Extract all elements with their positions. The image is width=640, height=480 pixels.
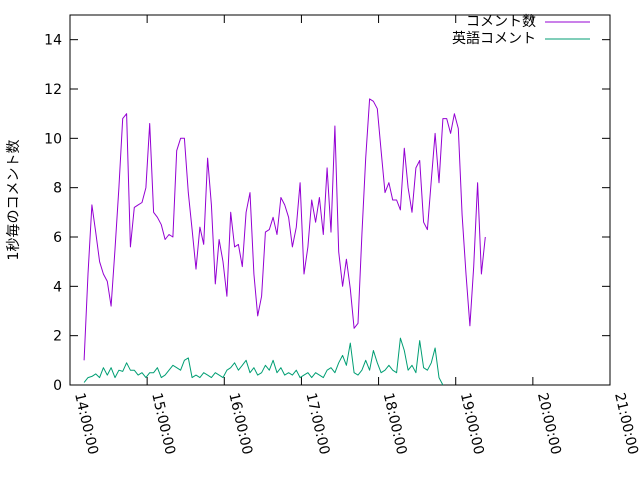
y-tick-label: 12 [44, 82, 62, 98]
legend-label-1: コメント数 [466, 14, 536, 30]
y-axis-ticks: 0 2 4 6 8 10 12 14 [44, 33, 610, 394]
x-tick-label: 16:00:00 [225, 391, 255, 456]
x-tick-label: 17:00:00 [303, 391, 333, 456]
x-tick-label: 14:00:00 [71, 391, 101, 456]
y-tick-label: 4 [53, 279, 62, 295]
legend-label-2: 英語コメント [452, 30, 536, 47]
x-tick-label: 20:00:00 [534, 391, 564, 456]
y-tick-label: 2 [53, 329, 62, 345]
x-tick-label: 21:00:00 [611, 391, 640, 456]
y-tick-label: 8 [53, 181, 62, 197]
y-tick-label: 6 [53, 230, 62, 246]
x-tick-label: 15:00:00 [148, 391, 178, 456]
y-tick-label: 14 [44, 33, 62, 49]
y-axis-label: 1秒毎のコメント数 [6, 140, 22, 261]
x-tick-label: 18:00:00 [380, 391, 410, 456]
plot-frame [69, 14, 611, 386]
series-line-2 [83, 337, 444, 386]
series-line-1 [83, 98, 486, 361]
y-tick-label: 10 [44, 131, 62, 147]
x-tick-label: 19:00:00 [457, 391, 487, 456]
y-tick-label: 0 [53, 378, 62, 394]
x-axis-ticks: 14:00:00 15:00:00 16:00:00 17:00:00 18:00:00… [69, 15, 640, 456]
series-layer [83, 98, 486, 386]
